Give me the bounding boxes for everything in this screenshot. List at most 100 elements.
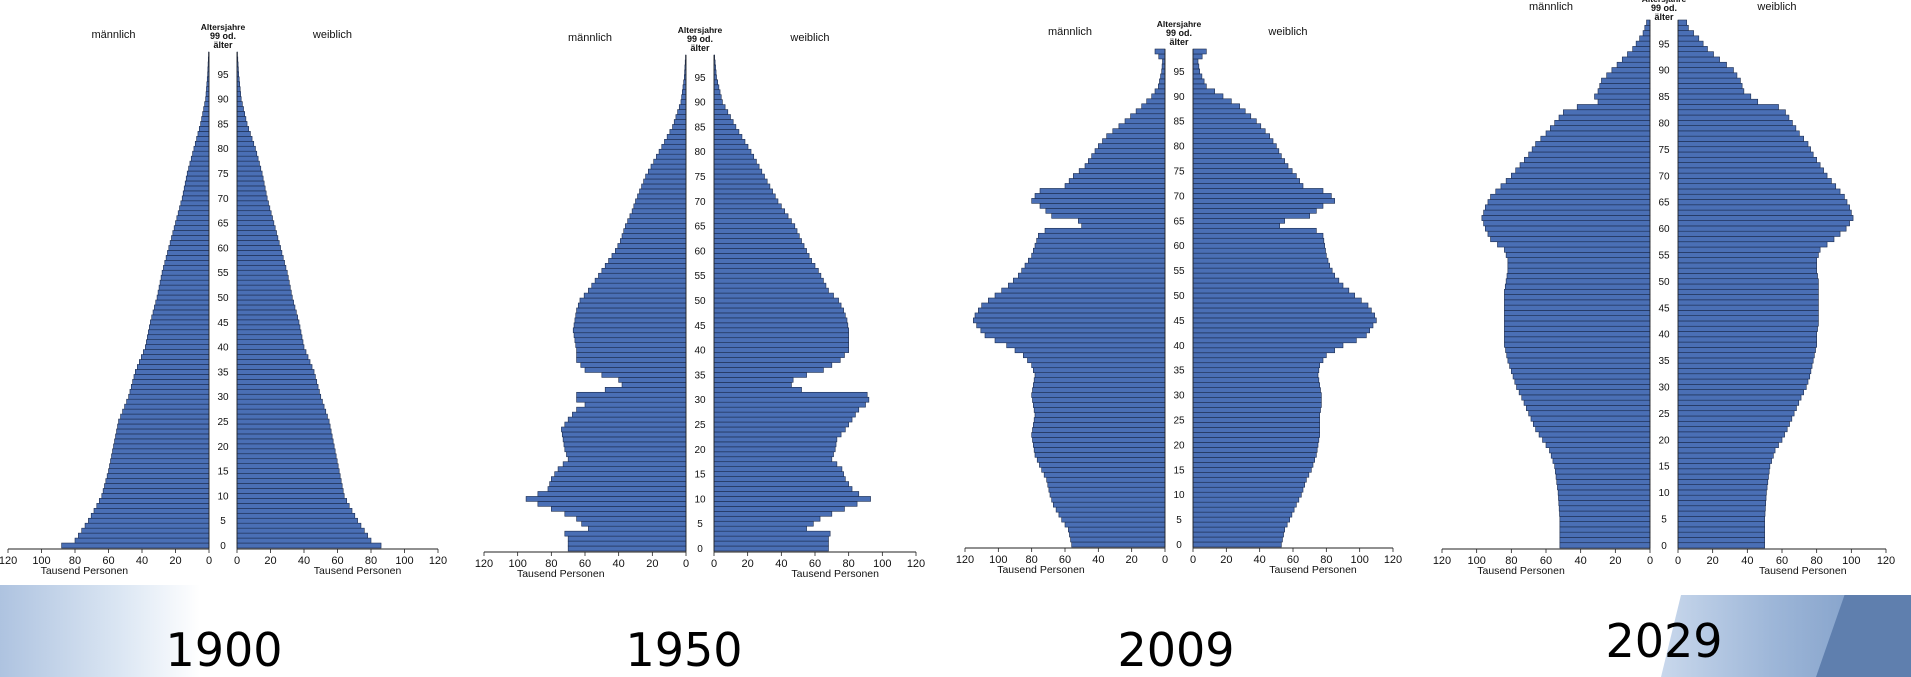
bar-female-age-74 [236,175,264,182]
bar-male-age-36 [1031,362,1166,369]
bar-male-age-85 [1594,93,1651,100]
age-tick-label-55: 55 [1173,266,1185,277]
bar-male-age-91 [1616,61,1651,68]
bar-female-age-81 [236,140,255,147]
age-tick-label-30: 30 [694,395,706,406]
bar-female-age-55 [236,269,288,276]
bar-male-age-26 [567,416,687,423]
bar-female-age-4 [1677,521,1765,528]
bar-female-age-53 [1192,277,1340,284]
bar-female-age-23 [236,428,332,435]
bar-male-age-50 [579,297,687,304]
x-tick-label-male-60: 60 [579,558,591,570]
age-tick-label-70: 70 [1173,191,1185,202]
x-tick-label-male-100: 100 [32,555,50,567]
bar-male-age-56 [1504,246,1651,253]
bar-female-age-78 [236,155,259,162]
bar-female-age-19 [1677,442,1779,448]
bar-male-age-48 [1504,288,1651,295]
bar-female-age-70 [713,198,779,205]
x-tick-label-female-120: 120 [1877,555,1895,567]
x-tick-label-female-100: 100 [1842,555,1860,567]
bar-female-age-64 [1677,204,1850,211]
x-tick-label-male-120: 120 [475,558,493,570]
bar-male-age-20 [113,443,210,450]
bar-male-age-60 [168,245,210,251]
bar-male-age-64 [1081,223,1166,229]
bar-female-age-52 [713,287,829,294]
bar-male-age-7 [93,508,210,514]
bar-male-age-48 [576,307,687,314]
bar-female-age-85 [713,124,737,130]
bar-female-age-86 [1192,113,1252,120]
bar-male-age-97 [1642,30,1651,37]
bar-male-age-2 [567,535,687,542]
bar-female-age-39 [236,349,307,355]
bar-male-age-53 [1507,262,1651,269]
bar-female-age-18 [1192,452,1317,458]
bar-female-age-63 [1677,209,1852,216]
bar-male-age-21 [114,438,210,445]
bar-female-age-31 [236,388,320,395]
bar-male-age-92 [1158,83,1166,90]
bar-male-age-50 [994,292,1166,299]
bar-female-age-71 [713,193,776,200]
bar-female-age-27 [713,411,856,418]
age-tick-label-55: 55 [217,268,229,279]
center-header-line-1: 99 od. [210,31,236,41]
bar-male-age-93 [682,84,687,91]
bar-female-age-35 [1192,367,1320,374]
bar-female-age-62 [1192,232,1324,239]
bar-male-age-24 [117,423,210,430]
bar-female-age-85 [1192,118,1257,125]
bar-male-age-71 [1039,188,1166,194]
bar-female-age-32 [1677,373,1811,380]
year-label-1950: 1950 [625,623,743,677]
bar-male-age-9 [1558,494,1651,501]
bar-male-age-5 [88,517,210,524]
bar-male-age-56 [601,267,687,274]
bar-male-age-49 [577,302,687,309]
bar-female-age-16 [1677,457,1772,464]
bar-male-age-33 [1511,368,1651,375]
bar-female-age-5 [1192,516,1290,523]
age-tick-label-20: 20 [1173,440,1185,451]
age-tick-label-35: 35 [1658,356,1670,367]
bar-male-age-24 [1530,415,1651,422]
bar-female-age-58 [713,258,812,264]
bar-male-age-57 [1497,241,1651,248]
male-side-label: männlich [568,32,612,44]
bar-male-age-2 [1069,531,1166,538]
bar-female-age-59 [1677,230,1841,237]
bar-male-age-34 [133,374,210,380]
bar-male-age-82 [1106,133,1166,139]
bar-female-age-35 [236,369,315,375]
bar-male-age-43 [573,332,687,339]
year-label-2029: 2029 [1605,614,1723,668]
bar-female-age-84 [1192,123,1262,129]
age-tick-label-0: 0 [697,544,703,555]
bar-male-age-66 [627,218,687,224]
age-tick-label-10: 10 [1658,488,1670,499]
age-tick-label-15: 15 [1658,462,1670,473]
bar-female-age-90 [1192,93,1224,100]
bar-female-age-0 [713,545,829,552]
bar-male-age-70 [1511,172,1651,179]
x-axis-title-male: Tausend Personen [517,568,605,580]
bar-male-age-44 [1504,310,1651,316]
bar-female-age-79 [1192,148,1280,154]
bar-male-age-29 [1032,397,1166,403]
bar-male-age-32 [1033,382,1166,388]
bar-male-age-18 [1034,452,1166,458]
bar-male-age-62 [171,235,210,241]
bar-female-age-34 [713,377,794,383]
population-pyramid-2029: 0 5 10 15 20 25 30 35 40 45 50 55 60 65 70 75 80 85 90 95 Al… [1433,0,1895,577]
bar-female-age-76 [1192,163,1289,169]
bar-male-age-42 [984,332,1166,339]
bar-female-age-21 [713,441,837,448]
female-side-label: weiblich [789,32,829,44]
bar-female-age-32 [236,384,319,390]
bar-male-age-46 [1504,299,1651,306]
bar-female-age-51 [713,292,834,299]
x-tick-label-female-20: 20 [742,558,754,570]
